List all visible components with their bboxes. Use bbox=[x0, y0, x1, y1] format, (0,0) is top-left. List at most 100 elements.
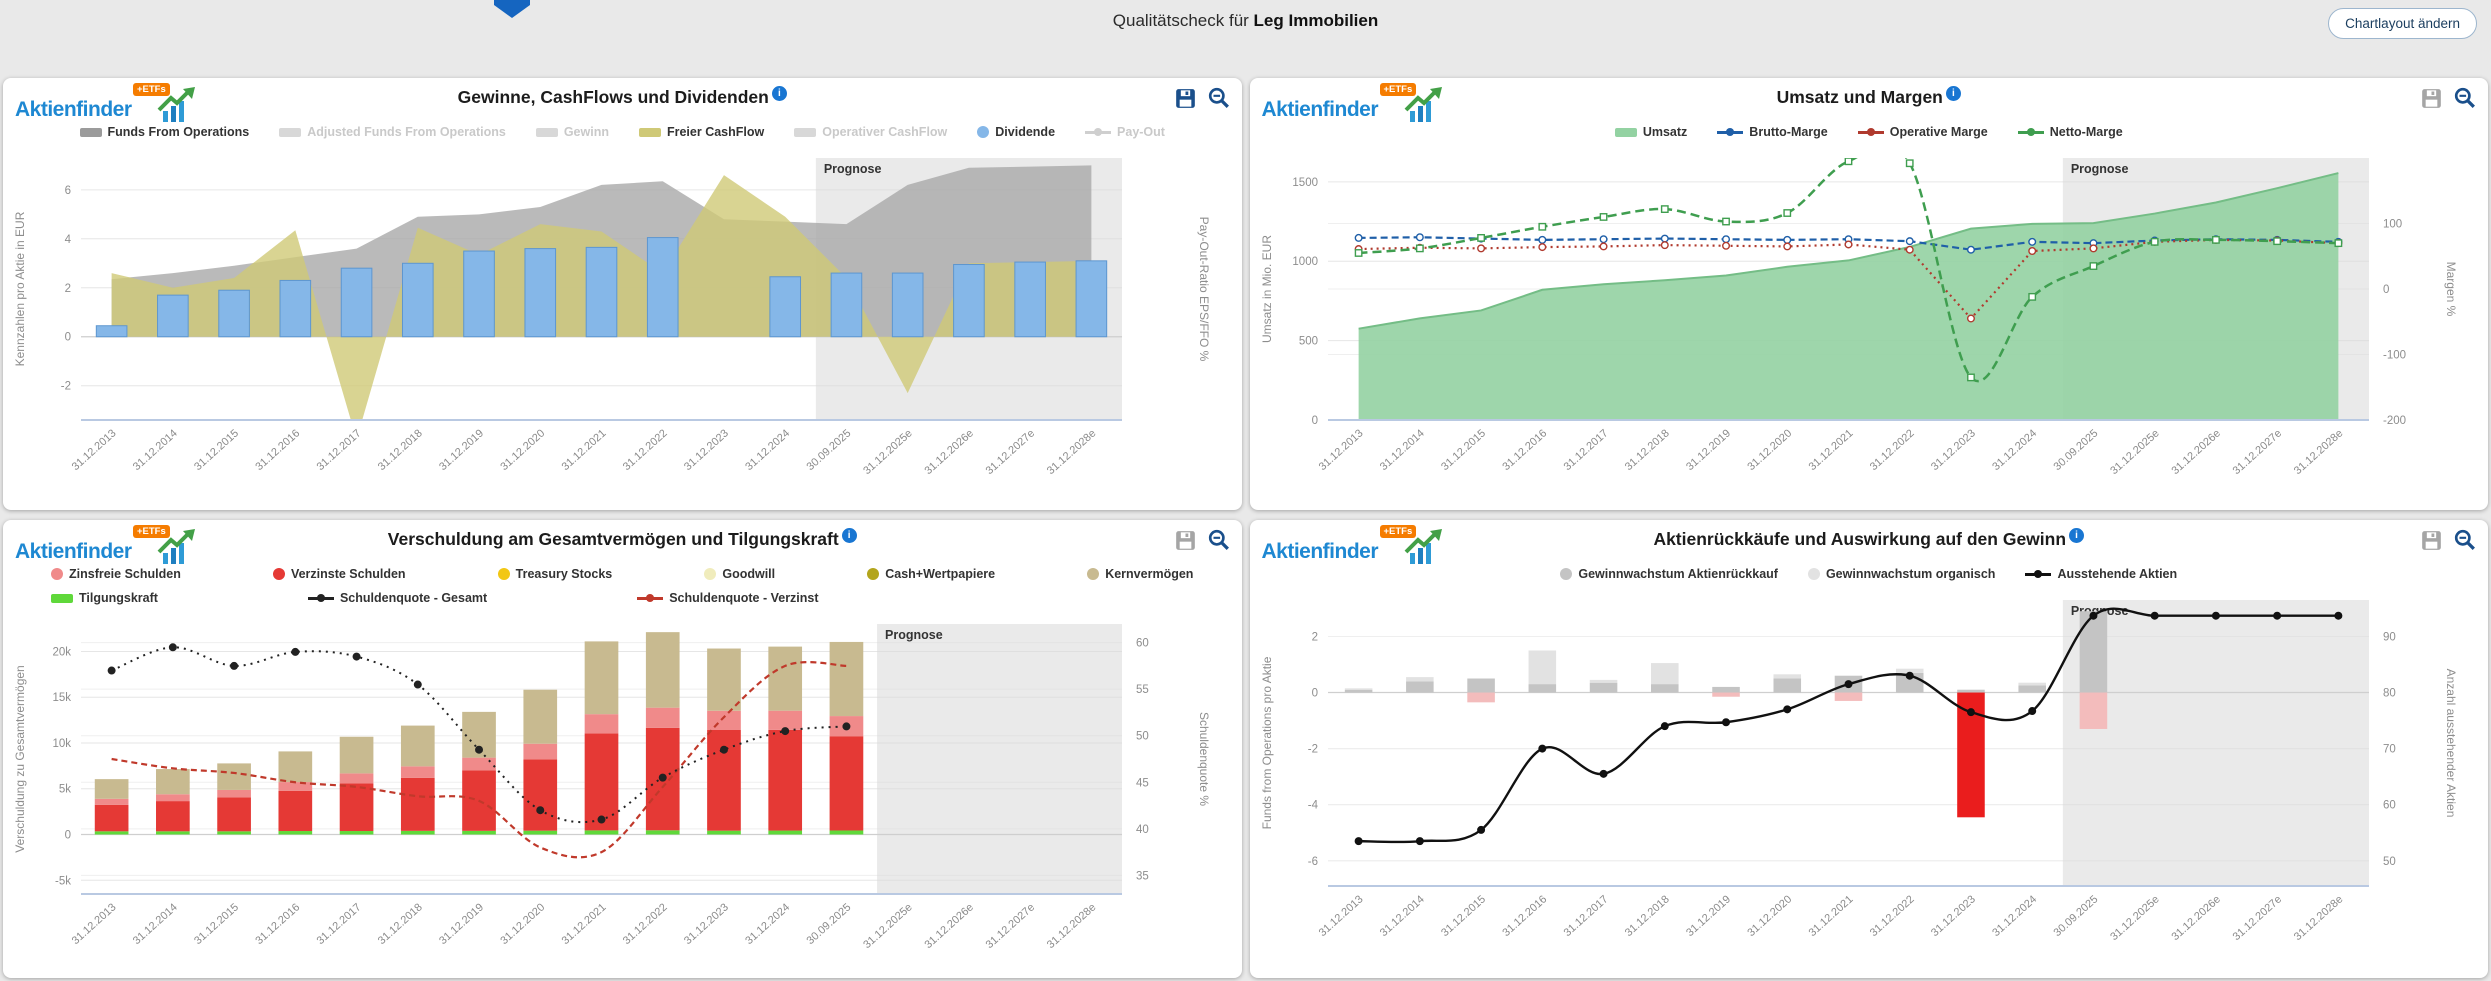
svg-text:-5k: -5k bbox=[55, 875, 71, 887]
svg-text:0: 0 bbox=[1311, 688, 1317, 700]
svg-text:31.12.2021: 31.12.2021 bbox=[560, 901, 609, 947]
svg-text:31.12.2017: 31.12.2017 bbox=[315, 427, 364, 473]
svg-text:-2: -2 bbox=[1307, 744, 1317, 756]
info-icon[interactable]: i bbox=[841, 528, 857, 543]
svg-text:0: 0 bbox=[2383, 284, 2389, 296]
legend-item[interactable]: Pay-Out bbox=[1085, 125, 1165, 139]
svg-text:15k: 15k bbox=[52, 692, 71, 704]
zoom-out-icon[interactable] bbox=[2454, 87, 2476, 109]
legend-item[interactable]: Zinsfreie Schulden bbox=[51, 567, 181, 581]
legend-item[interactable]: Adjusted Funds From Operations bbox=[279, 125, 506, 139]
zoom-out-icon[interactable] bbox=[1208, 87, 1230, 109]
logo-chart-icon bbox=[157, 529, 195, 564]
aktienfinder-logo[interactable]: Aktienfinder +ETFs bbox=[1262, 83, 1447, 124]
svg-text:4: 4 bbox=[65, 234, 72, 246]
svg-text:31.12.2027e: 31.12.2027e bbox=[2230, 893, 2283, 943]
svg-text:31.12.2023: 31.12.2023 bbox=[682, 901, 731, 947]
legend-item[interactable]: Operative Marge bbox=[1857, 125, 1988, 139]
svg-text:31.12.2023: 31.12.2023 bbox=[1929, 893, 1978, 939]
chart-canvas[interactable]: Prognose 20k 15k 10k 5k 0 -5k 60 55 50 45 40 35 31.12… bbox=[3, 610, 1242, 978]
legend-item[interactable]: Verzinste Schulden bbox=[272, 567, 406, 581]
svg-text:31.12.2014: 31.12.2014 bbox=[1377, 893, 1426, 939]
chart-title: Gewinne, CashFlows und Dividenden i bbox=[3, 86, 1242, 108]
svg-text:31.12.2016: 31.12.2016 bbox=[1500, 893, 1549, 939]
save-chart-icon[interactable] bbox=[1175, 88, 1196, 109]
legend-item[interactable]: Schuldenquote - Verzinst bbox=[637, 591, 819, 605]
legend-item[interactable]: Treasury Stocks bbox=[497, 567, 612, 581]
chart-legend: Zinsfreie Schulden Verzinste Schulden Trea… bbox=[3, 562, 1242, 610]
svg-text:Umsatz in Mio. EUR: Umsatz in Mio. EUR bbox=[1260, 235, 1274, 343]
svg-text:20k: 20k bbox=[52, 646, 71, 658]
svg-text:31.12.2016: 31.12.2016 bbox=[1500, 427, 1549, 473]
panel-aktienrueckkaeufe: Aktienfinder +ETFs Aktienrückkäufe und A… bbox=[1249, 520, 2489, 978]
svg-text:31.12.2019: 31.12.2019 bbox=[1684, 427, 1733, 473]
legend-item[interactable]: Netto-Marge bbox=[2017, 125, 2123, 139]
page-header: Qualitätscheck für Leg Immobilien Chartl… bbox=[0, 0, 2491, 78]
svg-text:45: 45 bbox=[1136, 777, 1149, 789]
svg-text:31.12.2013: 31.12.2013 bbox=[70, 427, 119, 473]
panel-gewinne-cashflows-dividenden: Aktienfinder +ETFs Gewinne, CashFlows un… bbox=[3, 78, 1242, 510]
legend-item[interactable]: Cash+Wertpapiere bbox=[867, 567, 995, 581]
panel-head: Aktienfinder +ETFs Gewinne, CashFlows un… bbox=[3, 78, 1242, 122]
panel-head: Aktienfinder +ETFs Aktienrückkäufe und A… bbox=[1250, 520, 2489, 564]
svg-text:0: 0 bbox=[65, 830, 71, 842]
legend-item[interactable]: Umsatz bbox=[1614, 125, 1687, 139]
aktienfinder-logo[interactable]: Aktienfinder +ETFs bbox=[15, 83, 200, 124]
svg-text:31.12.2028e: 31.12.2028e bbox=[2291, 893, 2344, 943]
svg-text:0: 0 bbox=[65, 332, 71, 344]
svg-text:Schuldenquote %: Schuldenquote % bbox=[1197, 712, 1211, 806]
save-chart-icon[interactable] bbox=[1175, 530, 1196, 551]
info-icon[interactable]: i bbox=[1945, 86, 1961, 101]
svg-text:31.12.2017: 31.12.2017 bbox=[315, 901, 364, 947]
svg-text:31.12.2021: 31.12.2021 bbox=[1806, 427, 1855, 473]
legend-item[interactable]: Gewinn bbox=[535, 125, 609, 139]
svg-text:31.12.2027e: 31.12.2027e bbox=[984, 427, 1037, 477]
legend-item[interactable]: Gewinnwachstum Aktienrückkauf bbox=[1560, 567, 1778, 581]
svg-text:31.12.2018: 31.12.2018 bbox=[376, 427, 425, 473]
zoom-out-icon[interactable] bbox=[2454, 529, 2476, 551]
svg-text:31.12.2015: 31.12.2015 bbox=[1439, 427, 1488, 473]
svg-text:Prognose: Prognose bbox=[2070, 162, 2128, 176]
legend-item[interactable]: Tilgungskraft bbox=[51, 591, 158, 605]
legend-item[interactable]: Brutto-Marge bbox=[1717, 125, 1828, 139]
svg-text:31.12.2024: 31.12.2024 bbox=[1990, 893, 2039, 939]
page-title-prefix: Qualitätscheck für bbox=[1112, 11, 1254, 30]
chart-canvas[interactable]: Prognose 6 4 2 0 -2 31.12.2013 31.12.2014 31.12.… bbox=[3, 144, 1242, 510]
legend-item[interactable]: Ausstehende Aktien bbox=[2025, 567, 2177, 581]
chart-title: Umsatz und Margen i bbox=[1250, 86, 2489, 108]
chart-canvas[interactable]: Prognose 1500 1000 500 0 100 0 -100 -200 31.12.20… bbox=[1250, 144, 2489, 510]
legend-item[interactable]: Goodwill bbox=[704, 567, 775, 581]
svg-text:31.12.2014: 31.12.2014 bbox=[131, 901, 180, 947]
zoom-out-icon[interactable] bbox=[1208, 529, 1230, 551]
legend-item[interactable]: Freier CashFlow bbox=[638, 125, 764, 139]
svg-text:50: 50 bbox=[2383, 856, 2396, 868]
logo-chart-icon bbox=[157, 87, 195, 122]
svg-text:31.12.2020: 31.12.2020 bbox=[1745, 427, 1794, 473]
legend-item[interactable]: Schuldenquote - Gesamt bbox=[307, 591, 487, 605]
aktienfinder-logo[interactable]: Aktienfinder +ETFs bbox=[15, 525, 200, 566]
save-chart-icon[interactable] bbox=[2421, 530, 2442, 551]
chartlayout-button[interactable]: Chartlayout ändern bbox=[2328, 8, 2477, 39]
info-icon[interactable]: i bbox=[771, 86, 787, 101]
legend-item[interactable]: Dividende bbox=[977, 125, 1055, 139]
svg-text:31.12.2028e: 31.12.2028e bbox=[2291, 427, 2344, 477]
svg-text:31.12.2013: 31.12.2013 bbox=[70, 901, 119, 947]
logo-chart-icon bbox=[1404, 529, 1442, 564]
svg-text:31.12.2019: 31.12.2019 bbox=[437, 427, 486, 473]
svg-text:31.12.2023: 31.12.2023 bbox=[682, 427, 731, 473]
svg-text:31.12.2027e: 31.12.2027e bbox=[2230, 427, 2283, 477]
save-chart-icon[interactable] bbox=[2421, 88, 2442, 109]
svg-text:31.12.2015: 31.12.2015 bbox=[192, 901, 241, 947]
legend-item[interactable]: Operativer CashFlow bbox=[794, 125, 947, 139]
info-icon[interactable]: i bbox=[2069, 528, 2085, 543]
svg-text:-6: -6 bbox=[1307, 856, 1317, 868]
legend-item[interactable]: Funds From Operations bbox=[79, 125, 249, 139]
company-name: Leg Immobilien bbox=[1253, 11, 1379, 30]
svg-text:31.12.2024: 31.12.2024 bbox=[743, 901, 792, 947]
chart-title: Verschuldung am Gesamtvermögen und Tilgu… bbox=[3, 528, 1242, 550]
chart-canvas[interactable]: Prognose 2 0 -2 -4 -6 90 80 70 60 50 31.12.2013 31.1… bbox=[1250, 586, 2489, 978]
svg-text:-4: -4 bbox=[1307, 800, 1318, 812]
aktienfinder-logo[interactable]: Aktienfinder +ETFs bbox=[1262, 525, 1447, 566]
legend-item[interactable]: Kernvermögen bbox=[1087, 567, 1193, 581]
legend-item[interactable]: Gewinnwachstum organisch bbox=[1807, 567, 1995, 581]
